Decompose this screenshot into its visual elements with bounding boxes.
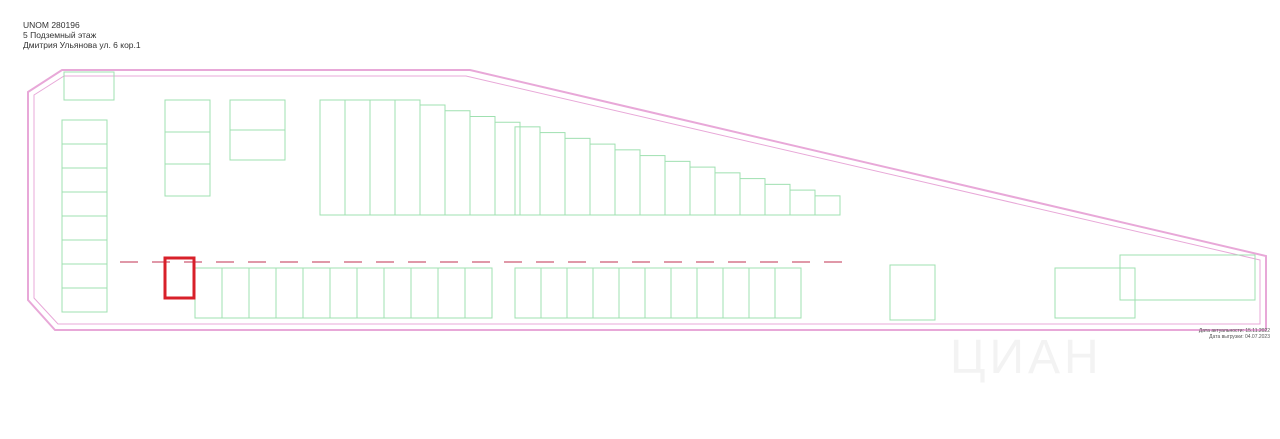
unom-label: UNOM 280196 (23, 20, 80, 30)
parking-space[interactable] (564, 137, 591, 216)
parking-space[interactable] (419, 104, 446, 216)
parking-space[interactable] (394, 99, 421, 216)
parking-space[interactable] (689, 166, 716, 216)
parking-space[interactable] (61, 119, 108, 145)
parking-space[interactable] (618, 267, 646, 319)
parking-space[interactable] (889, 264, 936, 321)
parking-space[interactable] (248, 267, 277, 319)
parking-space[interactable] (229, 129, 286, 161)
parking-space[interactable] (592, 267, 620, 319)
parking-space[interactable] (319, 99, 346, 216)
parking-space[interactable] (194, 267, 223, 319)
parking-space[interactable] (61, 143, 108, 169)
parking-space[interactable] (566, 267, 594, 319)
parking-space[interactable] (61, 239, 108, 265)
parking-space[interactable] (774, 267, 802, 319)
parking-space[interactable] (221, 267, 250, 319)
parking-space[interactable] (722, 267, 750, 319)
parking-space[interactable] (329, 267, 358, 319)
parking-space[interactable] (539, 132, 566, 216)
floor-label: 5 Подземный этаж (23, 30, 97, 40)
parking-space[interactable] (302, 267, 331, 319)
parking-space[interactable] (410, 267, 439, 319)
parking-space[interactable] (664, 160, 691, 216)
parking-space[interactable] (696, 267, 724, 319)
building-inner-outline (33, 75, 1261, 325)
parking-space[interactable] (61, 263, 108, 289)
parking-space[interactable] (540, 267, 568, 319)
parking-space[interactable] (164, 131, 211, 165)
parking-space[interactable] (1119, 254, 1256, 301)
parking-space[interactable] (589, 143, 616, 216)
parking-space[interactable] (814, 195, 841, 216)
parking-space[interactable] (164, 99, 211, 133)
parking-space[interactable] (494, 121, 521, 216)
parking-space[interactable] (639, 155, 666, 216)
rooms-group (61, 71, 1256, 321)
building-outline (27, 69, 1267, 331)
parking-space[interactable] (514, 267, 542, 319)
parking-space[interactable] (369, 99, 396, 216)
parking-space[interactable] (748, 267, 776, 319)
parking-space[interactable] (61, 167, 108, 193)
parking-space[interactable] (469, 116, 496, 216)
parking-space[interactable] (670, 267, 698, 319)
parking-space[interactable] (61, 287, 108, 313)
address-label: Дмитрия Ульянова ул. 6 кор.1 (23, 40, 141, 50)
parking-space[interactable] (229, 99, 286, 131)
watermark: ЦИАН (950, 331, 1103, 384)
parking-space[interactable] (356, 267, 385, 319)
parking-space[interactable] (344, 99, 371, 216)
parking-space[interactable] (614, 149, 641, 216)
parking-space[interactable] (444, 110, 471, 216)
parking-space[interactable] (714, 172, 741, 216)
export-date: Дата выгрузки: 04.07.2023 (1209, 334, 1270, 340)
highlighted-parking-space[interactable] (163, 256, 196, 300)
plan-dates: Дата актуальности: 15.11.2022 Дата выгру… (1199, 328, 1270, 340)
parking-space[interactable] (383, 267, 412, 319)
parking-space[interactable] (164, 163, 211, 197)
parking-space[interactable] (644, 267, 672, 319)
parking-space[interactable] (437, 267, 466, 319)
parking-space[interactable] (275, 267, 304, 319)
parking-space[interactable] (789, 189, 816, 216)
parking-space[interactable] (514, 126, 541, 216)
parking-space[interactable] (464, 267, 493, 319)
actuality-date: Дата актуальности: 15.11.2022 (1198, 328, 1270, 334)
parking-space[interactable] (61, 215, 108, 241)
parking-space[interactable] (61, 191, 108, 217)
parking-space[interactable] (63, 71, 115, 101)
parking-space[interactable] (764, 183, 791, 216)
parking-space[interactable] (1054, 267, 1136, 319)
plan-header: UNOM 280196 5 Подземный этаж Дмитрия Уль… (23, 20, 141, 50)
parking-space[interactable] (739, 178, 766, 216)
